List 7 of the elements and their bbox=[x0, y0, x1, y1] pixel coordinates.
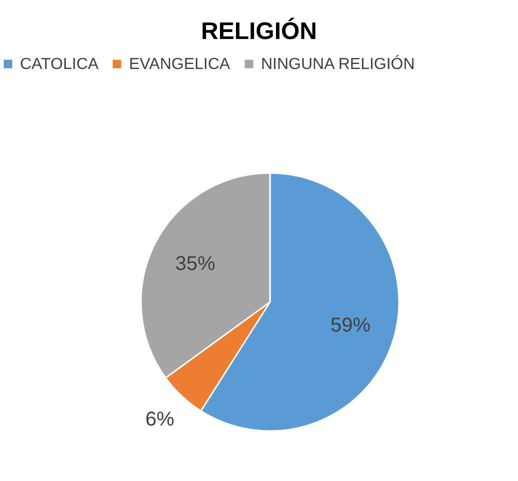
chart-title: RELIGIÓN bbox=[200, 17, 318, 45]
legend-label: EVANGELICA bbox=[129, 56, 230, 73]
legend-label: CATOLICA bbox=[20, 56, 99, 73]
data-label: 59% bbox=[330, 314, 371, 336]
data-label: 6% bbox=[145, 408, 174, 430]
data-label: 35% bbox=[175, 252, 216, 275]
legend-label: NINGUNA RELIGIÓN bbox=[261, 55, 415, 73]
